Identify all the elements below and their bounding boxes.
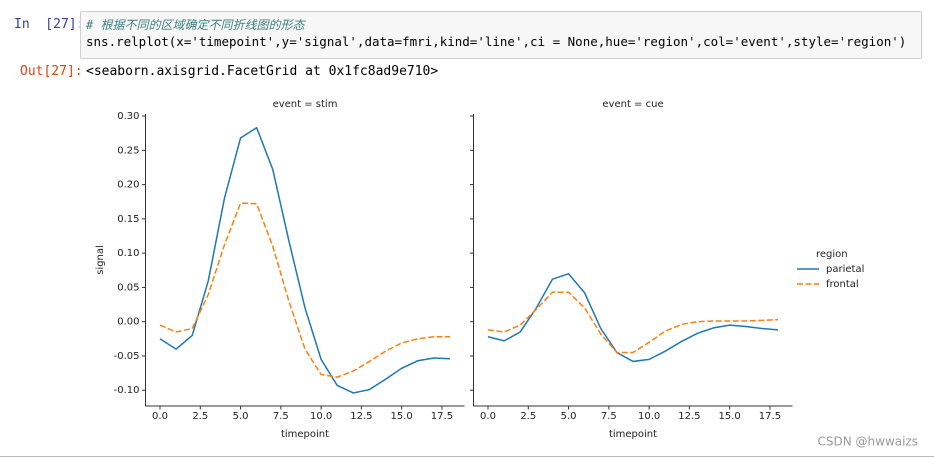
x-tick-label: 10.0 [638,411,660,422]
x-axis-label: timepoint [609,429,657,440]
legend-label: parietal [826,264,864,275]
output-text: <seaborn.axisgrid.FacetGrid at 0x1fc8ad9… [86,64,439,79]
x-tick-label: 0.0 [480,411,496,422]
series-line [159,202,450,378]
x-tick-label: 15.0 [391,411,413,422]
x-tick-label: 2.5 [520,411,536,422]
x-axis-label: timepoint [281,429,329,440]
y-tick-label: 0.30 [117,111,139,122]
panel-title: event = cue [602,99,663,110]
series-line [487,291,779,354]
x-tick-label: 17.5 [431,411,453,422]
input-prompt: In [27]: [14,17,85,32]
watermark: CSDN @hwwaizs [818,435,919,449]
series-line [159,126,451,394]
x-tick-label: 12.5 [678,411,700,422]
y-tick-label: 0.05 [117,282,139,293]
code-comment: # 根据不同的区域确定不同折线图的形态 [86,18,305,32]
x-tick-label: 5.0 [561,411,577,422]
x-tick-label: 17.5 [759,411,781,422]
x-tick-label: 7.5 [601,411,617,422]
y-tick-label: 0.25 [117,145,139,156]
code-line: sns.relplot(x='timepoint',y='signal',dat… [86,34,907,49]
y-tick-label: 0.00 [117,317,139,328]
x-tick-label: 12.5 [350,411,372,422]
y-tick-label: 0.15 [117,214,139,225]
x-tick-label: 15.0 [719,411,741,422]
legend-label: frontal [826,279,859,290]
y-tick-label: 0.20 [117,180,139,191]
x-tick-label: 0.0 [152,411,168,422]
output-prompt: Out[27]: [20,64,83,79]
y-tick-label: 0.10 [117,248,139,259]
code-cell[interactable] [80,11,922,59]
x-tick-label: 2.5 [192,411,208,422]
series-line [487,272,779,363]
y-tick-label: -0.10 [114,385,140,396]
x-tick-label: 5.0 [233,411,249,422]
x-tick-label: 7.5 [273,411,289,422]
y-tick-label: -0.05 [114,351,140,362]
panel-title: event = stim [273,99,338,110]
legend-title: region [816,249,848,260]
y-axis-label: signal [95,245,106,275]
x-tick-label: 10.0 [310,411,332,422]
